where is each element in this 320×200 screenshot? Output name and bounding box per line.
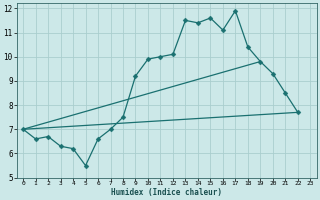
X-axis label: Humidex (Indice chaleur): Humidex (Indice chaleur) bbox=[111, 188, 222, 197]
